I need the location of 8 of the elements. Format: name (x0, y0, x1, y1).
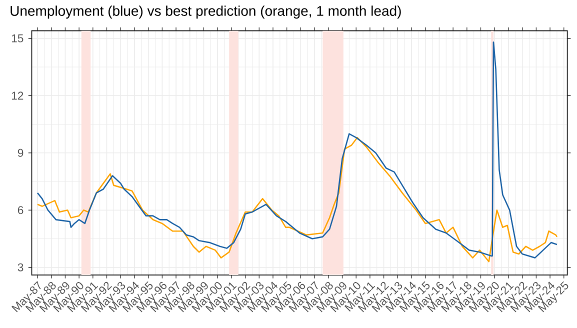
line-series (36, 42, 558, 258)
line-series (36, 136, 558, 262)
y-tick-label: 3 (18, 263, 24, 272)
y-tick-label: 12 (12, 92, 24, 100)
chart-title: Unemployment (blue) vs best prediction (orange, 1 month lead) (10, 6, 401, 19)
y-tick-label: 15 (12, 34, 24, 42)
y-tick-label: 6 (18, 206, 24, 214)
y-tick-label: 9 (18, 148, 24, 157)
